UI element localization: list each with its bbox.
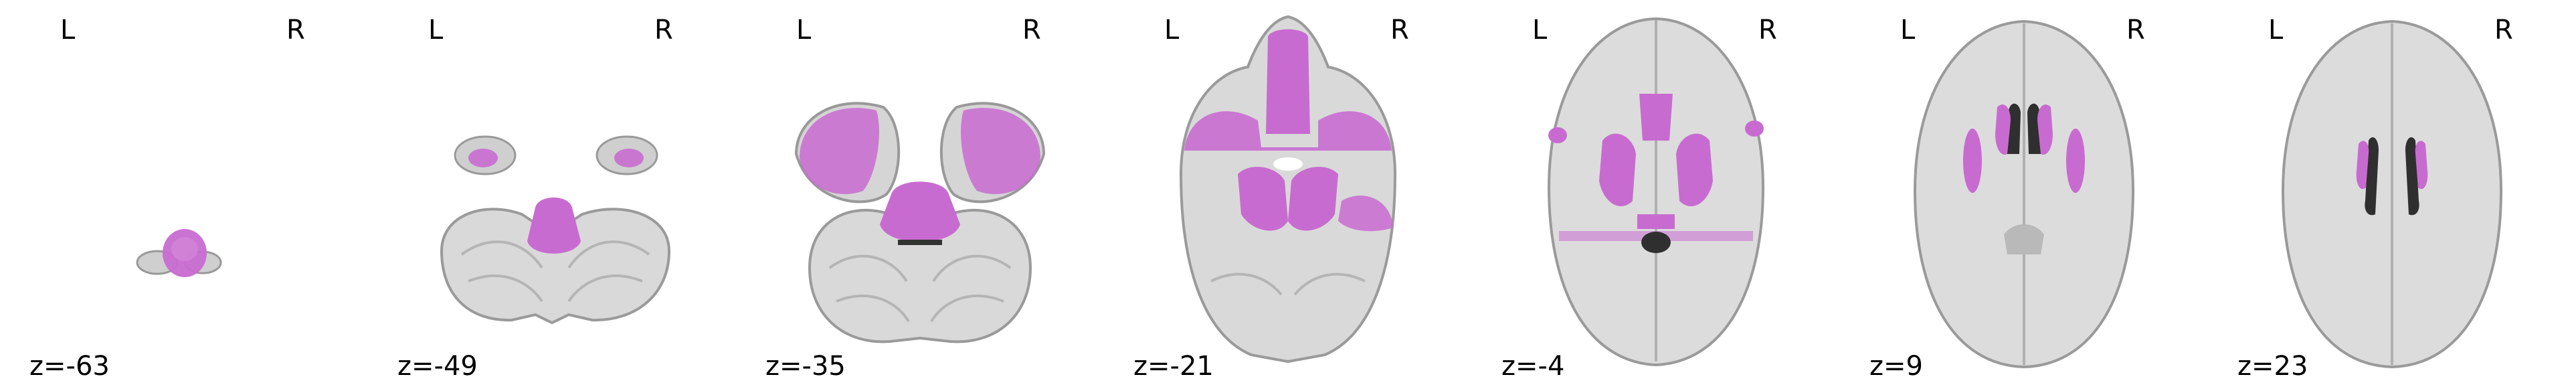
left-orientation-label: L xyxy=(60,15,76,46)
brain-slice-image xyxy=(440,135,671,325)
left-orientation-label: L xyxy=(1900,15,1916,46)
left-orientation-label: L xyxy=(1164,15,1180,46)
brain-slice-image xyxy=(1179,15,1397,364)
left-orientation-label: L xyxy=(796,15,812,46)
slice-panel: L R z=23 xyxy=(2208,0,2576,385)
right-orientation-label: R xyxy=(1022,15,1041,46)
brain-slice-image xyxy=(1547,17,1765,367)
slice-panel: L R z=-35 xyxy=(736,0,1104,385)
slice-panel: L R z=-21 xyxy=(1104,0,1472,385)
slice-coordinate-label: z=-35 xyxy=(765,351,846,382)
right-orientation-label: R xyxy=(2494,15,2513,46)
right-orientation-label: R xyxy=(1758,15,1777,46)
brain-slice-image xyxy=(794,102,1046,343)
slice-coordinate-label: z=-4 xyxy=(1501,351,1565,382)
right-orientation-label: R xyxy=(1390,15,1409,46)
brain-slice-image xyxy=(1913,19,2135,369)
right-orientation-label: R xyxy=(654,15,673,46)
right-orientation-label: R xyxy=(286,15,305,46)
slice-coordinate-label: z=-63 xyxy=(29,351,110,382)
left-orientation-label: L xyxy=(1532,15,1548,46)
right-orientation-label: R xyxy=(2126,15,2145,46)
left-orientation-label: L xyxy=(2268,15,2284,46)
slice-coordinate-label: z=-49 xyxy=(397,351,478,382)
slice-panel: L R z=-49 xyxy=(368,0,736,385)
slice-coordinate-label: z=-21 xyxy=(1133,351,1214,382)
slice-coordinate-label: z=9 xyxy=(1869,351,1923,382)
slice-panel: L R z=-4 xyxy=(1472,0,1840,385)
slice-panel: L R z=-63 xyxy=(0,0,368,385)
brain-slice-image xyxy=(136,229,222,277)
slice-coordinate-label: z=23 xyxy=(2237,351,2308,382)
brain-slice-image xyxy=(2281,19,2503,369)
slice-panel: L R z=9 xyxy=(1840,0,2208,385)
left-orientation-label: L xyxy=(428,15,444,46)
